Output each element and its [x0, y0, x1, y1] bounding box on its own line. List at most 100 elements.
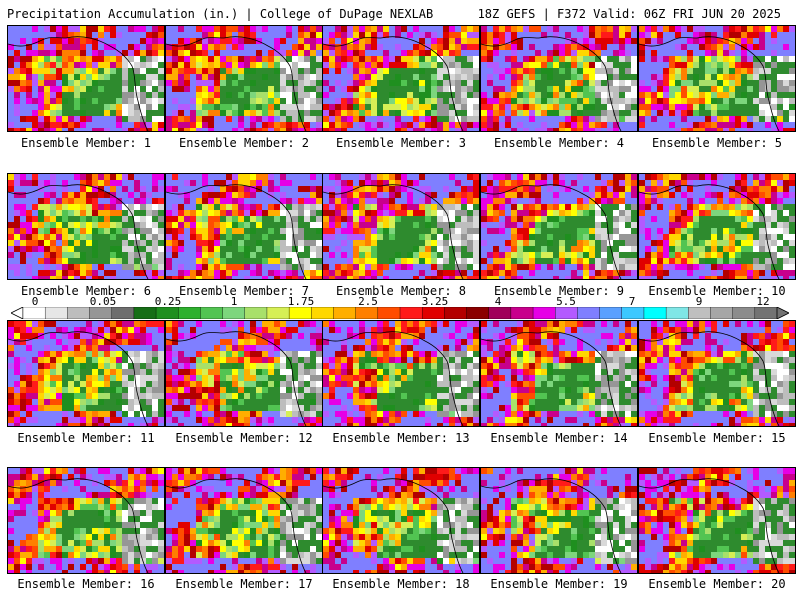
- member-label-14: Ensemble Member: 14: [490, 431, 628, 445]
- coastline: [639, 37, 698, 47]
- colorbar-bin: [732, 307, 756, 319]
- member-map-5: [638, 25, 796, 132]
- member-map-20: [638, 467, 796, 574]
- colorbar-bin: [222, 307, 246, 319]
- coastline: [639, 185, 698, 195]
- coastline: [696, 184, 780, 279]
- member-map-4: [480, 25, 638, 132]
- coastline: [481, 332, 540, 342]
- model-run-info: 18Z GEFS | F372 Valid: 06Z FRI JUN 20 20…: [477, 7, 781, 21]
- coastline: [538, 184, 622, 279]
- coastline: [8, 37, 67, 47]
- precip-field: [639, 321, 795, 426]
- precip-field: [166, 26, 322, 131]
- precip-field: [639, 468, 795, 573]
- coastline: [538, 36, 622, 131]
- colorbar-bin: [355, 307, 379, 319]
- member-label-9: Ensemble Member: 9: [493, 284, 625, 298]
- colorbar-bin: [488, 307, 512, 319]
- precip-field: [166, 468, 322, 573]
- colorbar-min-arrow: [11, 307, 24, 319]
- colorbar-bin: [532, 307, 556, 319]
- coastline: [223, 184, 307, 279]
- member-map-6: [7, 173, 165, 280]
- coastline: [380, 478, 464, 573]
- colorbar-bin: [244, 307, 268, 319]
- member-map-17: [165, 467, 323, 574]
- colorbar-bin: [510, 307, 534, 319]
- member-label-19: Ensemble Member: 19: [490, 577, 628, 591]
- colorbar-bin: [577, 307, 601, 319]
- member-map-2: [165, 25, 323, 132]
- member-label-8: Ensemble Member: 8: [335, 284, 467, 298]
- colorbar-bin: [377, 307, 401, 319]
- member-map-13: [322, 320, 480, 427]
- colorbar-bin: [200, 307, 224, 319]
- colorbar-bin: [444, 307, 468, 319]
- coastline: [65, 184, 149, 279]
- member-label-13: Ensemble Member: 13: [332, 431, 470, 445]
- colorbar-label: 0.05: [89, 295, 117, 308]
- colorbar-label: 7: [628, 295, 636, 308]
- colorbar-bin: [710, 307, 734, 319]
- coastline: [8, 332, 67, 342]
- coastline: [696, 478, 780, 573]
- coastline: [538, 478, 622, 573]
- colorbar-bin: [621, 307, 645, 319]
- precip-field: [166, 321, 322, 426]
- colorbar-bin: [133, 307, 157, 319]
- colorbar-bin: [399, 307, 423, 319]
- coastline: [8, 185, 67, 195]
- coastline: [65, 331, 149, 426]
- precip-field: [481, 321, 637, 426]
- coastline: [323, 479, 382, 489]
- precip-field: [323, 468, 479, 573]
- member-label-16: Ensemble Member: 16: [17, 577, 155, 591]
- colorbar-bin: [67, 307, 91, 319]
- member-map-12: [165, 320, 323, 427]
- member-label-7: Ensemble Member: 7: [178, 284, 310, 298]
- colorbar-bin: [22, 307, 46, 319]
- member-map-14: [480, 320, 638, 427]
- coastline: [65, 36, 149, 131]
- colorbar-bin: [333, 307, 357, 319]
- colorbar-bin: [421, 307, 446, 319]
- coastline: [639, 332, 698, 342]
- colorbar-label: 0.25: [154, 295, 182, 308]
- colorbar-label: 3.25: [421, 295, 449, 308]
- coastline: [166, 37, 225, 47]
- coastline: [223, 331, 307, 426]
- member-map-1: [7, 25, 165, 132]
- coastline: [166, 479, 225, 489]
- member-map-15: [638, 320, 796, 427]
- coastline: [65, 478, 149, 573]
- colorbar-bin: [178, 307, 202, 319]
- member-label-6: Ensemble Member: 6: [20, 284, 152, 298]
- coastline: [538, 331, 622, 426]
- colorbar-scale: [11, 307, 789, 319]
- member-label-17: Ensemble Member: 17: [175, 577, 313, 591]
- precip-colorbar: 0 0.05 0.25 1 1.75 2.5 3.25 4 5.5 7 9 12: [11, 296, 789, 320]
- member-map-7: [165, 173, 323, 280]
- member-map-11: [7, 320, 165, 427]
- colorbar-bin: [466, 307, 490, 319]
- colorbar-bin: [311, 307, 335, 319]
- precip-field: [8, 26, 164, 131]
- member-label-5: Ensemble Member: 5: [651, 136, 783, 150]
- member-map-19: [480, 467, 638, 574]
- colorbar-label: 5.5: [556, 295, 576, 308]
- coastline: [380, 184, 464, 279]
- precip-field: [639, 26, 795, 131]
- colorbar-bin: [266, 307, 290, 319]
- coastline: [323, 185, 382, 195]
- precip-field: [323, 174, 479, 279]
- colorbar-bin: [111, 307, 135, 319]
- colorbar-label: 12: [756, 295, 770, 308]
- member-label-20: Ensemble Member: 20: [648, 577, 786, 591]
- colorbar-bin: [665, 307, 689, 319]
- coastline: [696, 331, 780, 426]
- member-map-8: [322, 173, 480, 280]
- colorbar-bin: [155, 307, 179, 319]
- map-header: Precipitation Accumulation (in.) | Colle…: [0, 0, 800, 26]
- coastline: [166, 332, 225, 342]
